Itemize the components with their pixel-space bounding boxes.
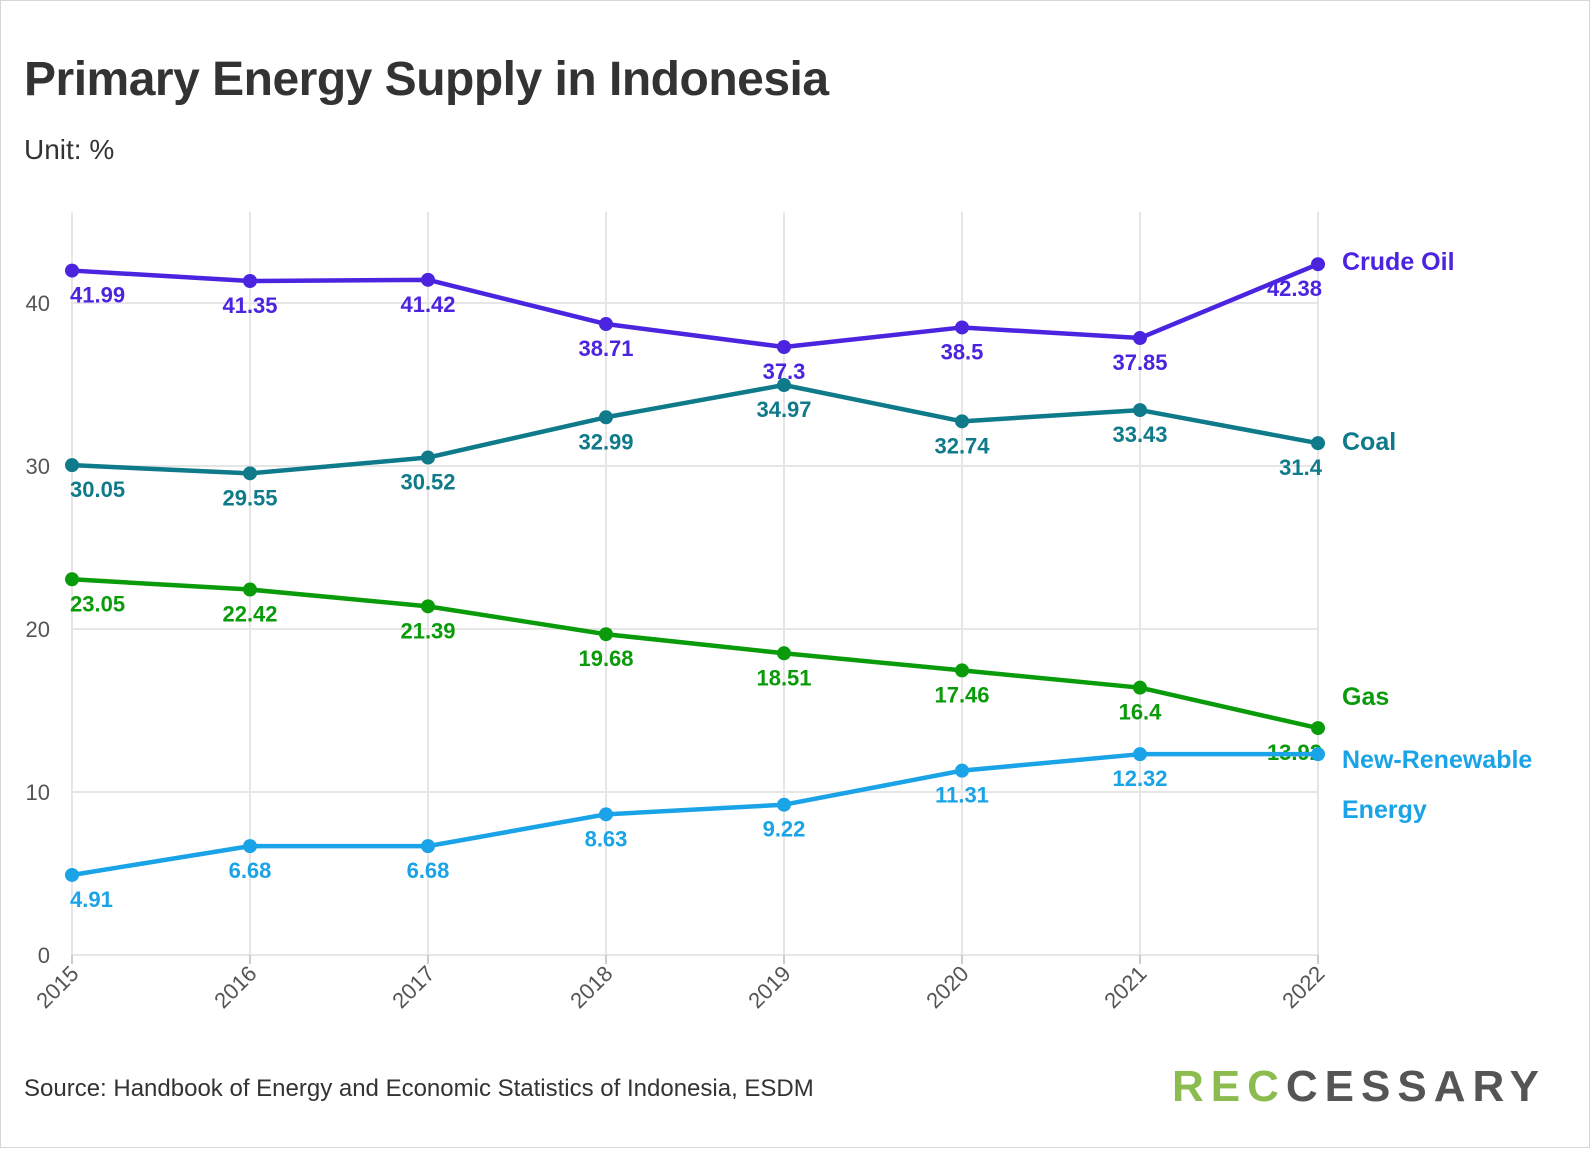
data-point: [1311, 747, 1325, 762]
data-label: 6.68: [229, 858, 272, 883]
data-point: [421, 450, 435, 465]
data-point: [243, 582, 257, 597]
data-point: [1133, 403, 1147, 418]
data-label: 4.91: [70, 887, 113, 912]
series-line-0: [69, 261, 1321, 350]
data-point: [65, 263, 79, 278]
data-label: 12.32: [1112, 766, 1167, 791]
data-point: [955, 320, 969, 335]
data-point: [777, 646, 791, 661]
data-point: [421, 599, 435, 614]
data-label: 41.35: [222, 293, 277, 318]
y-tick-label: 20: [26, 617, 50, 642]
y-tick-label: 30: [26, 454, 50, 479]
data-label: 22.42: [222, 602, 277, 627]
data-point: [777, 340, 791, 355]
series-label: Crude Oil: [1342, 248, 1455, 276]
data-point: [599, 317, 613, 332]
x-tick-label: 2022: [1277, 961, 1329, 1013]
series-line-3: [69, 751, 1321, 878]
x-tick-label: 2019: [743, 961, 795, 1013]
data-point: [777, 377, 791, 392]
data-point: [777, 797, 791, 812]
data-label: 34.97: [756, 397, 811, 422]
data-label: 23.05: [70, 591, 125, 616]
logo-part-1: REC: [1172, 1062, 1286, 1111]
series-label: Energy: [1342, 796, 1427, 824]
x-tick-label: 2018: [565, 961, 617, 1013]
series-label: Gas: [1342, 683, 1389, 711]
data-label: 11.31: [935, 783, 989, 808]
y-tick-label: 0: [38, 943, 50, 968]
data-point: [1311, 721, 1325, 736]
data-point: [1133, 680, 1147, 695]
data-label: 18.51: [756, 665, 811, 690]
data-label: 42.38: [1267, 276, 1322, 301]
data-point: [599, 807, 613, 822]
data-label: 31.4: [1279, 455, 1323, 480]
data-label: 8.63: [585, 826, 628, 851]
series-label: Coal: [1342, 428, 1396, 456]
data-point: [1311, 257, 1325, 272]
data-label: 17.46: [934, 682, 989, 707]
data-label: 38.5: [941, 339, 984, 364]
series-line-1: [69, 382, 1321, 476]
logo-part-2: CESSARY: [1285, 1062, 1546, 1111]
data-label: 38.71: [578, 336, 633, 361]
data-point: [243, 466, 257, 481]
source-note: Source: Handbook of Energy and Economic …: [24, 1075, 814, 1102]
chart-title: Primary Energy Supply in Indonesia: [24, 53, 829, 106]
data-label: 30.05: [70, 477, 125, 502]
x-tick-label: 2016: [209, 961, 261, 1013]
data-point: [599, 627, 613, 642]
data-point: [955, 414, 969, 429]
data-label: 6.68: [407, 858, 450, 883]
data-label: 32.74: [934, 433, 990, 458]
data-label: 21.39: [400, 618, 455, 643]
data-label: 41.99: [70, 283, 125, 308]
series-label: New-Renewable: [1342, 746, 1532, 774]
data-point: [955, 663, 969, 678]
x-tick-label: 2017: [387, 961, 439, 1013]
data-point: [65, 867, 79, 882]
x-tick-label: 2020: [921, 961, 973, 1013]
x-tick-label: 2015: [31, 961, 83, 1013]
data-point: [421, 839, 435, 854]
data-label: 37.85: [1112, 350, 1167, 375]
data-point: [243, 839, 257, 854]
series-line-2: [69, 577, 1321, 731]
data-label: 9.22: [763, 817, 806, 842]
data-point: [65, 572, 79, 587]
data-point: [955, 763, 969, 778]
data-point: [243, 273, 257, 288]
data-label: 19.68: [578, 646, 633, 671]
data-label: 16.4: [1119, 700, 1163, 725]
data-point: [1311, 436, 1325, 451]
data-point: [1133, 747, 1147, 762]
data-label: 29.55: [222, 485, 277, 510]
data-label: 30.52: [400, 470, 455, 495]
data-point: [65, 458, 79, 473]
data-point: [1133, 331, 1147, 346]
data-label: 33.43: [1112, 422, 1167, 447]
reccessary-logo: RECCESSARY: [1172, 1062, 1546, 1112]
y-tick-label: 10: [26, 780, 50, 805]
data-label: 41.42: [400, 292, 455, 317]
x-tick-label: 2021: [1099, 961, 1151, 1013]
data-point: [599, 410, 613, 425]
chart-subtitle: Unit: %: [24, 134, 115, 165]
data-point: [421, 272, 435, 287]
y-tick-label: 40: [26, 291, 50, 316]
data-label: 32.99: [578, 429, 633, 454]
